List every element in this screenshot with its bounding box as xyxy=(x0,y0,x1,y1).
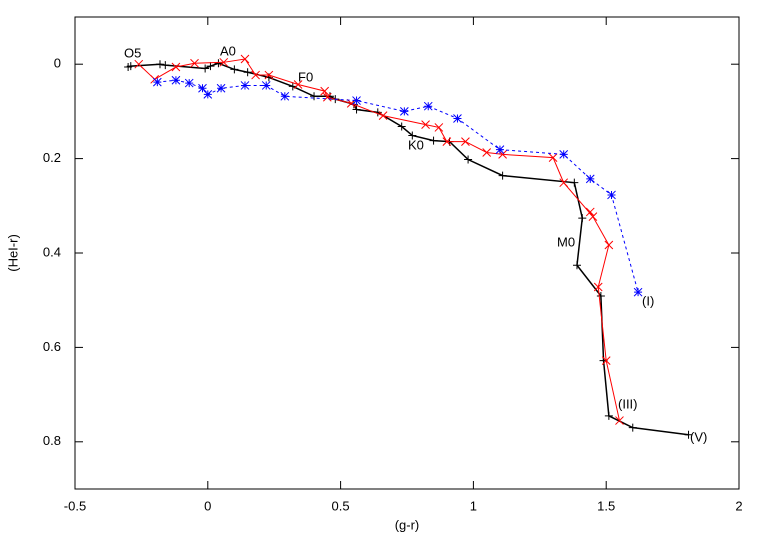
x-tick-label: 1 xyxy=(470,498,477,513)
point-marker xyxy=(482,148,492,157)
point-marker xyxy=(464,155,473,164)
point-marker xyxy=(601,356,611,365)
point-marker xyxy=(261,81,271,90)
point-marker xyxy=(559,178,569,188)
point-marker xyxy=(155,60,164,69)
point-marker xyxy=(134,59,144,69)
point-marker xyxy=(352,105,361,114)
point-marker xyxy=(429,136,438,145)
point-marker xyxy=(198,83,207,93)
annotation: K0 xyxy=(408,137,424,152)
point-marker xyxy=(585,207,595,217)
point-marker xyxy=(399,107,409,116)
y-tick-label: 0.8 xyxy=(43,433,61,448)
point-marker xyxy=(434,123,444,132)
series-label: (I) xyxy=(642,293,654,308)
series-line xyxy=(127,62,689,436)
x-tick-label: -0.5 xyxy=(64,498,86,513)
point-marker xyxy=(216,83,226,93)
y-axis-label: (HeI-r) xyxy=(5,234,20,272)
series-line xyxy=(157,79,639,293)
y-tick-label: 0 xyxy=(54,56,61,71)
y-tick-label: 0.6 xyxy=(43,339,61,354)
point-marker xyxy=(126,62,135,71)
point-marker xyxy=(421,120,430,129)
annotation: F0 xyxy=(298,69,313,84)
point-marker xyxy=(453,114,462,123)
point-marker xyxy=(288,82,297,91)
series-label: (V) xyxy=(690,429,707,444)
point-marker xyxy=(293,80,303,89)
point-marker xyxy=(378,111,388,121)
point-marker xyxy=(264,70,274,80)
point-marker xyxy=(214,59,223,68)
point-marker xyxy=(171,62,181,72)
y-tick-label: 0.4 xyxy=(43,244,61,259)
annotation: M0 xyxy=(557,234,575,249)
point-marker xyxy=(615,416,624,425)
x-tick-label: 0.5 xyxy=(332,498,350,513)
y-tick-label: 0.2 xyxy=(43,150,61,165)
point-marker xyxy=(596,291,605,300)
point-marker xyxy=(633,287,643,297)
point-marker xyxy=(572,261,581,270)
point-marker xyxy=(498,171,507,180)
point-marker xyxy=(201,64,210,73)
point-marker xyxy=(152,77,162,87)
point-marker xyxy=(588,212,598,222)
point-marker xyxy=(604,411,613,420)
point-marker xyxy=(442,137,452,146)
point-marker xyxy=(184,78,194,88)
point-marker xyxy=(495,145,505,154)
point-marker xyxy=(206,62,215,71)
x-tick-label: 2 xyxy=(735,498,742,513)
point-marker xyxy=(161,61,170,70)
x-axis-label: (g-r) xyxy=(395,517,420,532)
point-marker xyxy=(230,65,239,74)
point-marker xyxy=(203,90,213,99)
x-tick-label: 0 xyxy=(204,498,211,513)
point-marker xyxy=(559,149,569,159)
x-tick-label: 1.5 xyxy=(597,498,615,513)
point-marker xyxy=(240,81,250,90)
point-marker xyxy=(423,101,433,111)
point-marker xyxy=(280,91,290,101)
point-marker xyxy=(251,70,260,80)
point-marker xyxy=(240,54,250,64)
point-marker xyxy=(408,131,417,140)
point-marker xyxy=(570,178,579,187)
point-marker xyxy=(320,86,330,96)
point-marker xyxy=(243,68,252,77)
point-marker xyxy=(607,190,616,200)
point-marker xyxy=(352,96,361,105)
point-marker xyxy=(628,423,637,432)
point-marker xyxy=(397,122,406,131)
annotation: A0 xyxy=(220,43,236,58)
point-marker xyxy=(310,92,319,101)
point-marker xyxy=(593,282,603,292)
point-marker xyxy=(219,57,229,67)
point-marker xyxy=(548,153,558,163)
plot-frame xyxy=(74,16,740,490)
point-marker xyxy=(322,92,332,102)
point-marker xyxy=(604,240,614,250)
series-label: (III) xyxy=(618,396,638,411)
point-marker xyxy=(684,430,693,439)
point-marker xyxy=(190,58,199,68)
point-marker xyxy=(171,75,181,85)
annotation: O5 xyxy=(124,45,141,60)
point-marker xyxy=(578,214,587,223)
point-marker xyxy=(461,137,470,146)
point-marker xyxy=(585,174,595,184)
